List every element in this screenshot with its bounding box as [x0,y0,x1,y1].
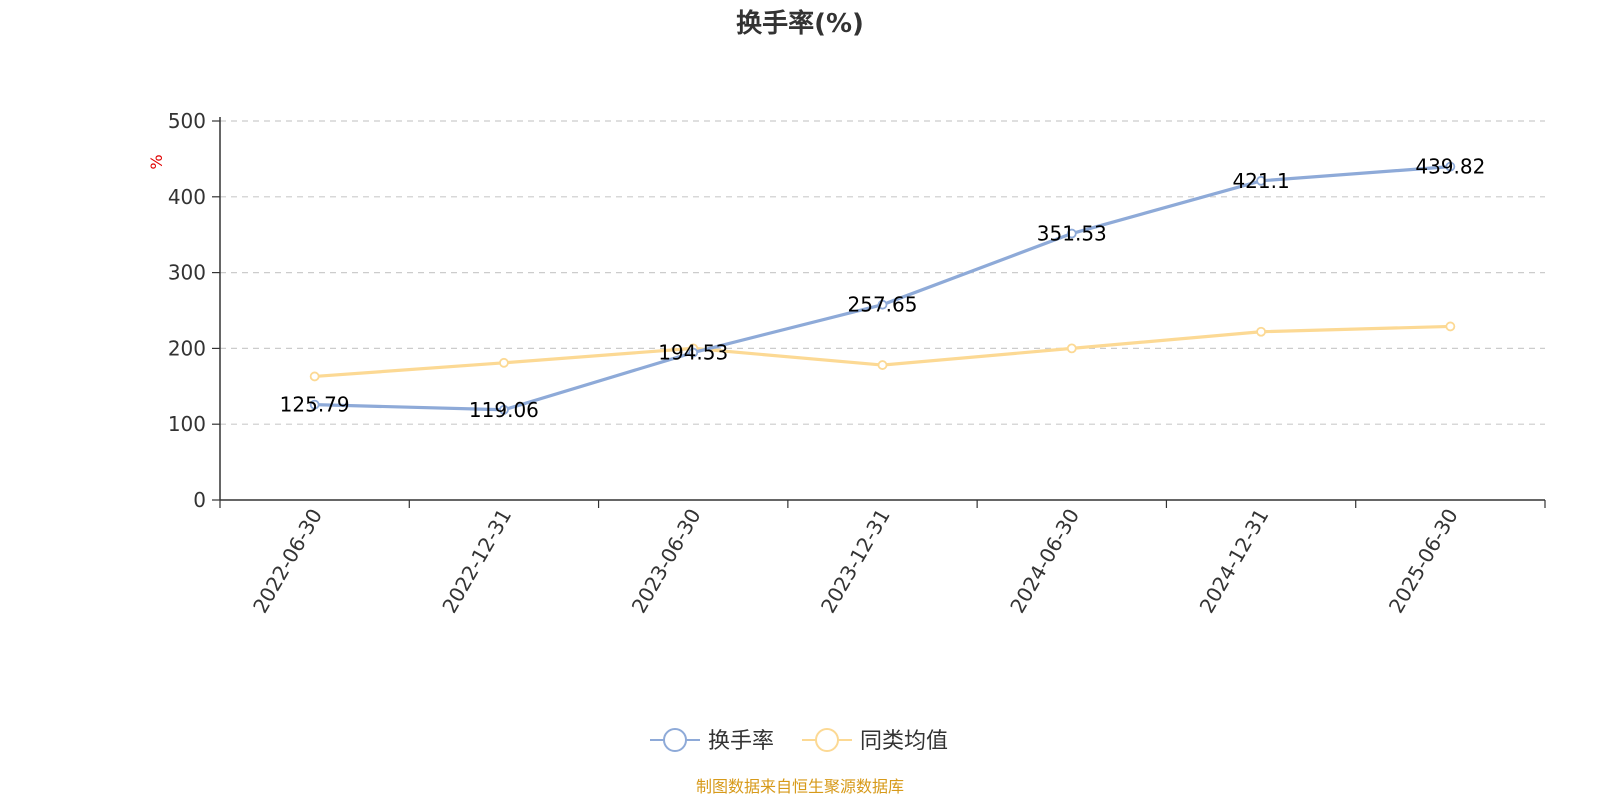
y-tick-label: 200 [168,336,206,360]
legend-circle-icon [663,728,687,752]
y-axis-label: % [147,154,166,169]
data-point[interactable] [1256,326,1266,337]
x-tick-label: 2023-06-30 [627,505,706,618]
data-point[interactable] [1445,321,1456,332]
legend-label-turnover: 换手率 [708,729,774,754]
grid-lines [220,120,1545,425]
x-tick-label: 2022-06-30 [248,505,327,618]
data-point[interactable] [309,371,320,382]
data-point[interactable] [1066,343,1077,354]
legend-item-peer-average[interactable]: 同类均值 [802,728,948,754]
x-tick-label: 2025-06-30 [1384,505,1463,618]
x-tick-label: 2024-06-30 [1005,505,1084,618]
legend: 换手率 同类均值 [650,728,948,754]
series-line-0 [314,165,1451,412]
legend-circle-icon [815,728,839,752]
data-label: 351.53 [1037,222,1107,246]
data-label: 125.79 [280,393,350,417]
data-label: 194.53 [658,341,728,365]
data-point[interactable] [1445,161,1456,172]
y-tick-label: 400 [168,185,206,209]
legend-label-peer-average: 同类均值 [860,729,948,754]
data-point[interactable] [877,299,888,310]
data-label: 257.65 [848,293,918,317]
data-point[interactable] [1256,175,1266,186]
y-tick-label: 500 [168,109,206,133]
y-tick-label: 0 [193,488,206,512]
data-point[interactable] [499,404,509,415]
data-source-note: 制图数据来自恒生聚源数据库 [696,777,904,796]
data-point[interactable] [499,357,509,368]
y-tick-label: 100 [168,412,206,436]
legend-item-turnover[interactable]: 换手率 [650,728,774,754]
x-tick-label: 2023-12-31 [816,505,895,618]
data-point[interactable] [1066,228,1077,239]
x-tick-label: 2024-12-31 [1194,505,1273,618]
chart-title: 换手率(%) [736,8,864,39]
data-point[interactable] [877,360,888,370]
data-point[interactable] [688,347,699,358]
x-tick-label: 2022-12-31 [437,505,516,618]
data-point[interactable] [309,399,320,410]
data-labels: 125.79 119.06 194.53 257.65 351.53 421.1 439.8… [280,155,1486,422]
data-label: 119.06 [469,398,539,422]
data-label: 421.1 [1232,169,1289,193]
series-layer [309,161,1456,415]
y-tick-label: 300 [168,261,206,285]
data-label: 439.82 [1415,155,1485,179]
